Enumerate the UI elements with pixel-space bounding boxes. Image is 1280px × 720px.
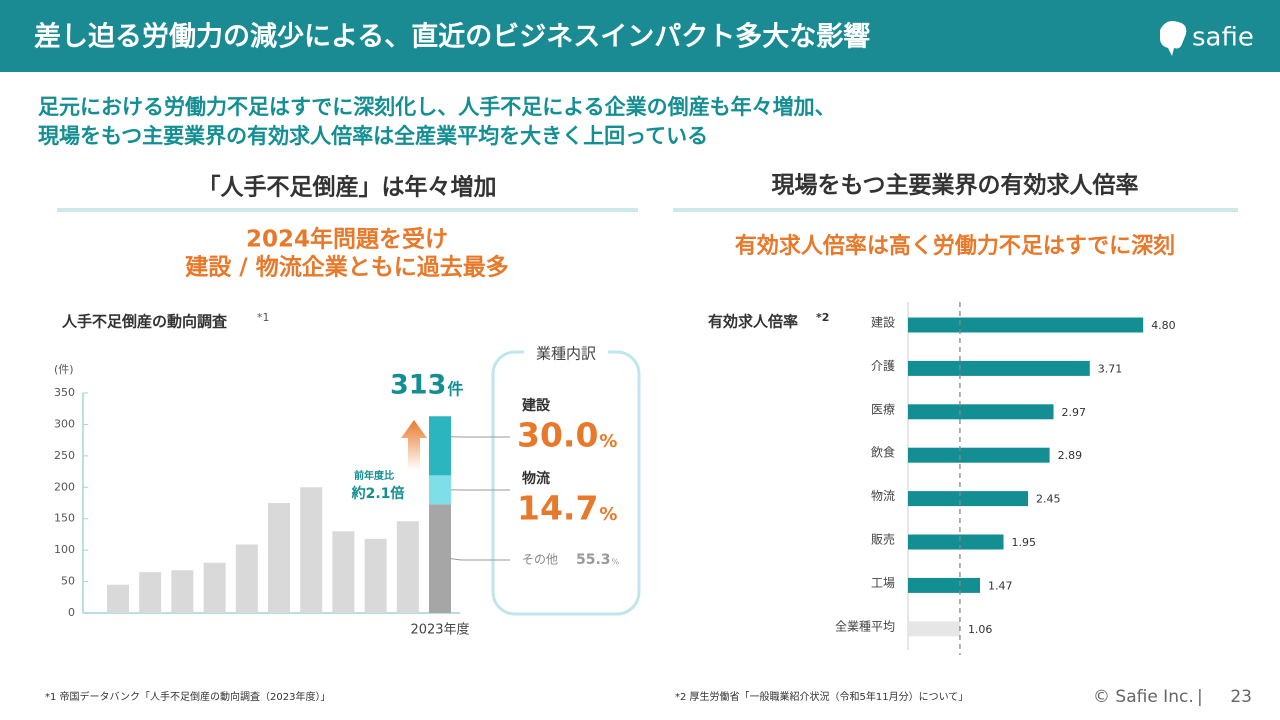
bar: [396, 521, 419, 613]
footer-separator: |: [1197, 687, 1203, 707]
value-label: 1.06: [968, 623, 993, 636]
value-label: 1.95: [1012, 536, 1037, 549]
breakdown-percent: 30.0: [517, 416, 598, 455]
category-label: 飲食: [871, 445, 895, 460]
header-bar: [0, 0, 1280, 72]
bar: [908, 534, 1004, 550]
breakdown-percent-unit: %: [599, 504, 617, 525]
bar: [364, 538, 387, 613]
category-label: 全業種平均: [835, 619, 895, 633]
bar: [107, 584, 129, 613]
section-highlight: 建設 / 物流企業ともに過去最多: [185, 254, 508, 281]
category-label: 介護: [871, 358, 895, 373]
bar-segment: [429, 416, 451, 476]
bar: [908, 621, 960, 637]
value-label: 2.89: [1058, 449, 1083, 462]
bar: [908, 447, 1050, 463]
y-tick-label: 350: [54, 386, 75, 399]
y-tick-label: 0: [68, 606, 75, 619]
breakdown-percent-unit: %: [599, 431, 617, 452]
x-tick-label: 2023年度: [410, 622, 469, 638]
chart-title: 有効求人倍率: [708, 313, 798, 331]
breakdown-percent: 55.3: [576, 552, 611, 568]
y-tick-label: 100: [54, 543, 75, 556]
y-unit: (件): [54, 363, 74, 376]
section-heading: 「人手不足倒産」は年々増加: [198, 174, 497, 201]
slide-title: 差し迫る労働力の減少による、直近のビジネスインパクト多大な影響: [34, 21, 870, 53]
connector: [450, 558, 510, 561]
bar: [908, 360, 1090, 376]
bar: [235, 544, 258, 613]
y-tick-label: 300: [54, 417, 75, 430]
page-number: 23: [1230, 687, 1252, 707]
breakdown-name: その他: [522, 553, 558, 567]
breakdown-title: 業種内訳: [536, 345, 596, 363]
bar: [300, 487, 323, 613]
bar: [908, 317, 1144, 333]
breakdown-box: [491, 350, 641, 616]
section-heading: 現場をもつ主要業界の有効求人倍率: [771, 172, 1138, 199]
category-label: 物流: [871, 489, 895, 503]
bar: [171, 570, 194, 613]
breakdown-title-bg: [524, 342, 608, 364]
bar: [203, 562, 226, 613]
heading-underline: [57, 208, 638, 212]
breakdown-name: 建設: [521, 397, 551, 414]
y-tick-label: 250: [54, 449, 75, 462]
heading-underline: [673, 208, 1238, 212]
total-label: 313: [390, 370, 446, 401]
y-tick-label: 50: [61, 575, 75, 588]
copyright: © Safie Inc.: [1093, 687, 1194, 707]
total-unit: 件: [447, 380, 463, 399]
bar: [268, 503, 290, 613]
y-tick-label: 200: [54, 480, 75, 493]
bar: [908, 577, 981, 593]
bar-segment: [429, 504, 451, 613]
category-label: 医療: [871, 402, 895, 416]
growth-arrow: [401, 420, 427, 470]
footnote: *2 厚生労働省「一般職業紹介状況（令和5年11月分）について」: [675, 690, 968, 703]
section-highlight: 有効求人倍率は高く労働力不足はすでに深刻: [735, 233, 1175, 259]
value-label: 2.45: [1036, 493, 1061, 506]
chart-title-note: *2: [816, 311, 829, 324]
bar: [908, 491, 1029, 507]
value-label: 1.47: [988, 579, 1013, 592]
breakdown-percent: 14.7: [517, 489, 598, 528]
value-label: 3.71: [1098, 362, 1123, 375]
lead-line: 足元における労働力不足はすでに深刻化し、人手不足による企業の倒産も年々増加、: [38, 95, 836, 119]
value-label: 2.97: [1062, 406, 1087, 419]
category-label: 販売: [871, 532, 895, 547]
chart-title: 人手不足倒産の動向調査: [61, 313, 228, 331]
value-label: 4.80: [1151, 319, 1176, 332]
bar: [908, 404, 1054, 420]
category-label: 工場: [871, 576, 895, 590]
y-tick-label: 150: [54, 512, 75, 525]
bar-segment: [429, 475, 451, 505]
section-highlight: 2024年問題を受け: [246, 226, 448, 253]
logo: safie: [1192, 23, 1254, 53]
breakdown-percent-unit: %: [612, 558, 620, 567]
bar: [139, 572, 162, 613]
category-label: 建設: [871, 316, 895, 330]
chart-title-note: *1: [257, 311, 270, 324]
annotation: 前年度比: [354, 469, 394, 482]
breakdown-name: 物流: [522, 470, 550, 487]
lead-line: 現場をもつ主要業界の有効求人倍率は全産業平均を大きく上回っている: [38, 124, 708, 148]
logo-icon: [1160, 21, 1187, 56]
annotation: 約2.1倍: [351, 485, 405, 502]
footnote: *1 帝国データバンク「人手不足倒産の動向調査（2023年度）」: [45, 690, 331, 703]
bar: [332, 531, 355, 613]
